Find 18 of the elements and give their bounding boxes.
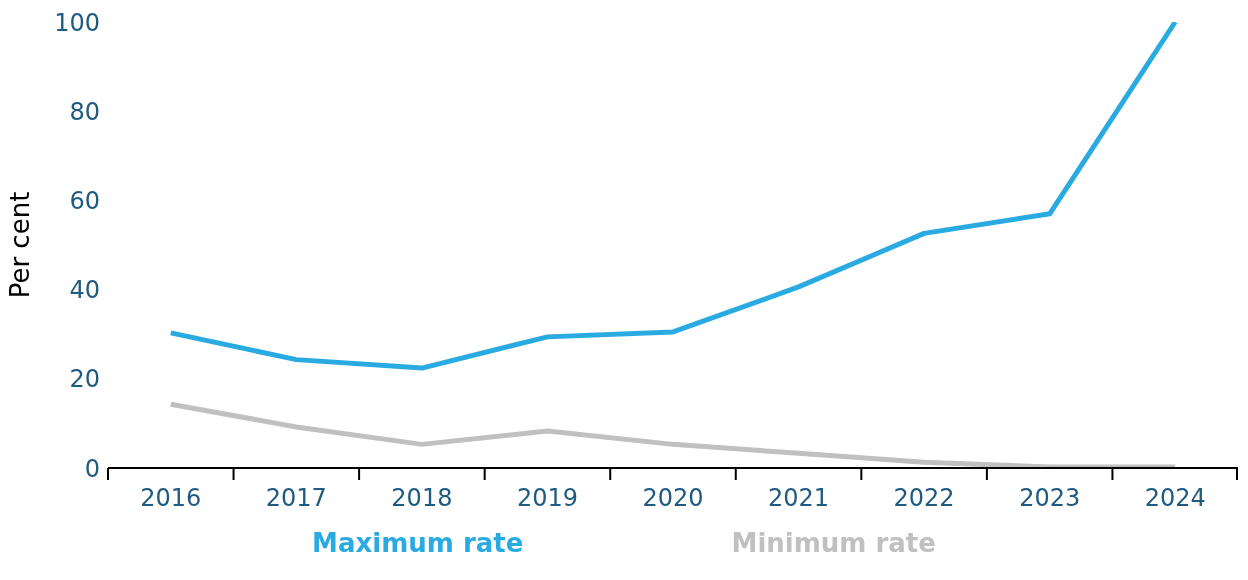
y-tick-label: 20: [69, 365, 100, 394]
x-tick-label: 2018: [391, 484, 453, 512]
y-tick-label: 0: [84, 454, 100, 483]
y-axis-title: Per cent: [5, 191, 36, 299]
x-tick-label: 2021: [768, 484, 830, 512]
x-tick-label: 2020: [642, 484, 704, 512]
y-tick-label: 40: [69, 276, 100, 305]
y-tick-label: 60: [69, 186, 100, 215]
y-tick-label: 80: [69, 97, 100, 126]
text: Maximum rate: [312, 528, 524, 558]
x-tick-label: 2017: [265, 484, 327, 512]
x-tick-label: 2022: [893, 484, 955, 512]
text: Minimum rate: [731, 528, 936, 558]
y-tick-label: 100: [54, 8, 100, 37]
x-tick-label: 2016: [140, 484, 202, 512]
x-tick-label: 2024: [1144, 484, 1206, 512]
x-tick-label: 2023: [1019, 484, 1081, 512]
x-tick-label: 2019: [516, 484, 578, 512]
